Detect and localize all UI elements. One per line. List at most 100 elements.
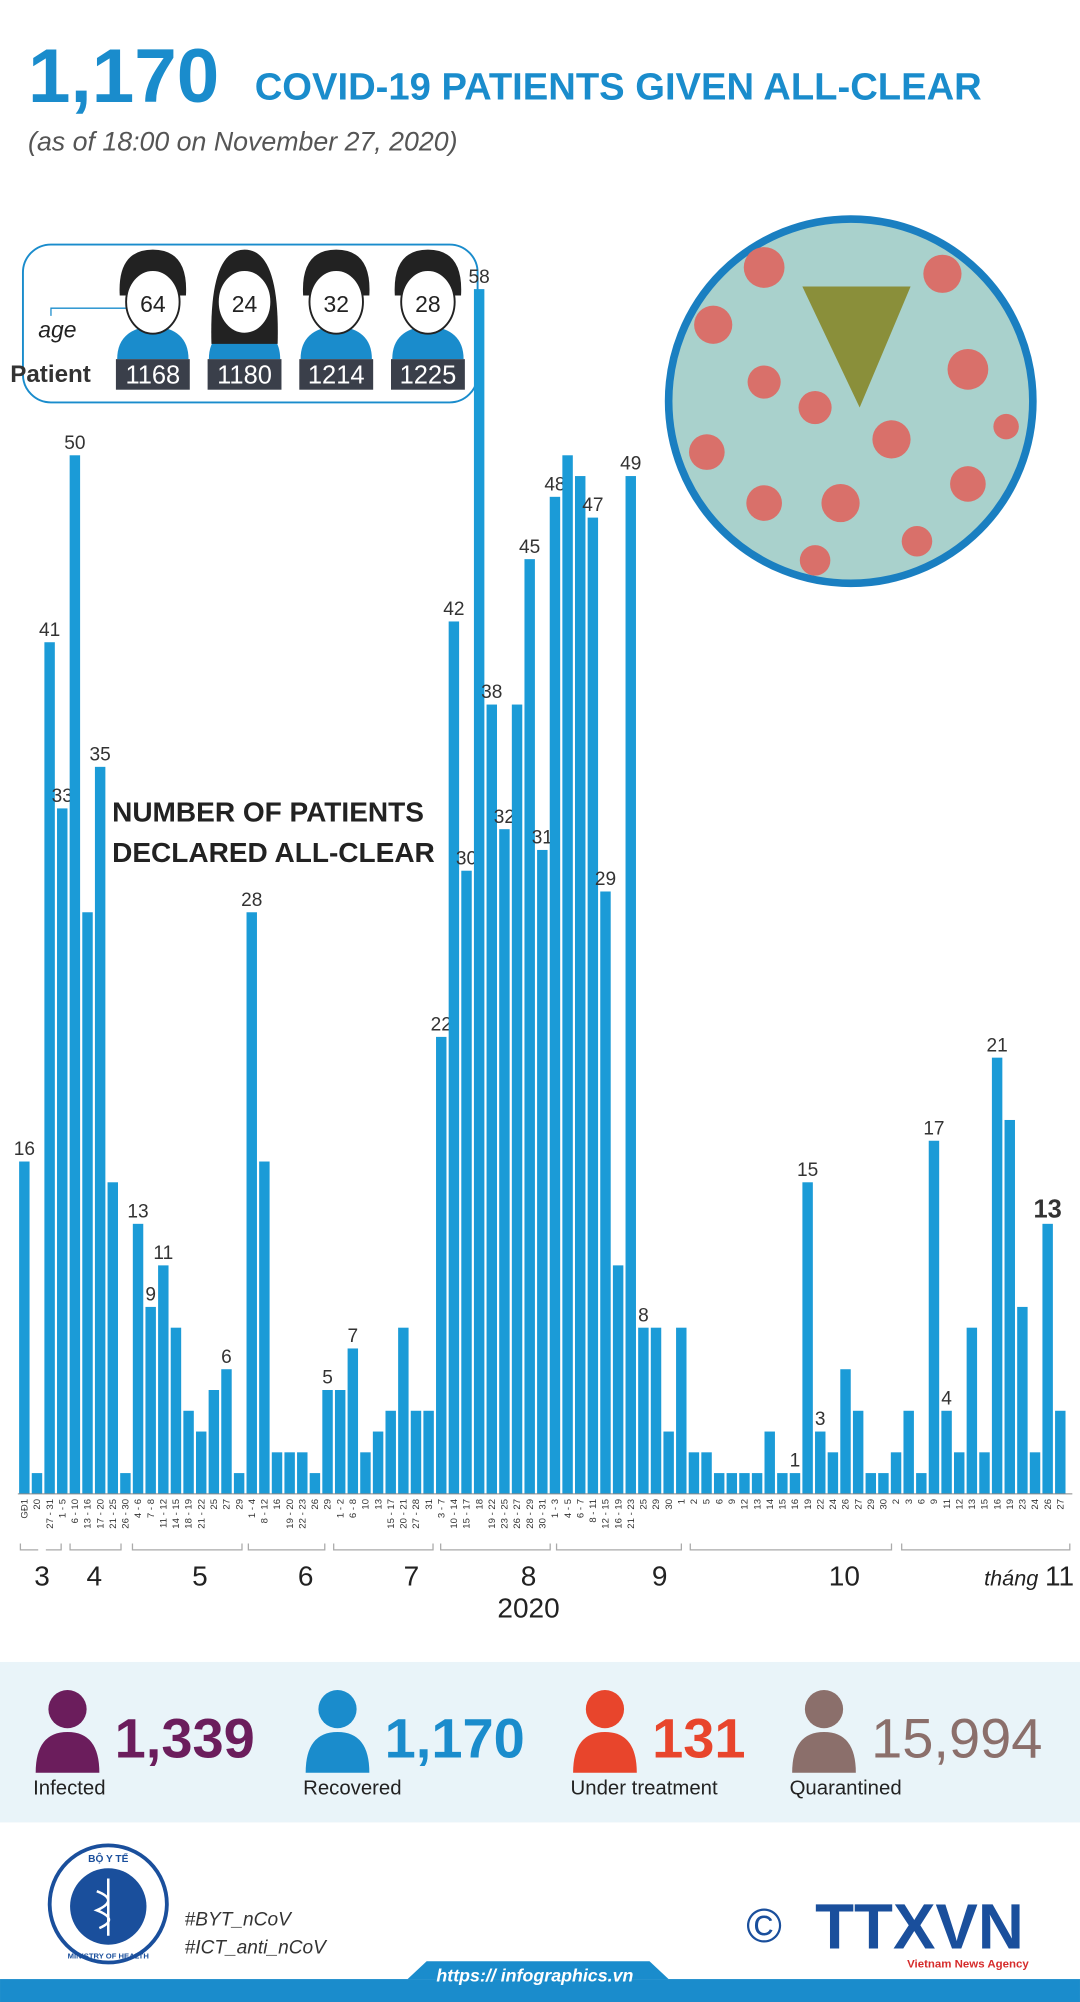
bar bbox=[916, 1473, 927, 1494]
value-label: 17 bbox=[923, 1118, 944, 1139]
value-label: 6 bbox=[221, 1347, 232, 1368]
value-label: 31 bbox=[532, 828, 553, 849]
value-label: 9 bbox=[145, 1285, 156, 1306]
x-tick-label: 11 - 12 bbox=[158, 1499, 169, 1528]
x-tick-label: 13 bbox=[967, 1499, 978, 1510]
stat-label: Recovered bbox=[303, 1777, 401, 1799]
x-tick-label: 27 bbox=[222, 1499, 233, 1510]
patient-face bbox=[125, 269, 181, 335]
headline-number: 1,170 bbox=[28, 34, 219, 119]
bar bbox=[991, 1057, 1003, 1494]
patient-id-bg bbox=[299, 359, 374, 390]
bar bbox=[802, 1182, 813, 1494]
value-label: 13 bbox=[127, 1201, 148, 1222]
virus bbox=[664, 215, 1037, 588]
stat-icon-body bbox=[573, 1732, 637, 1773]
bar bbox=[878, 1473, 889, 1494]
bar bbox=[309, 1473, 321, 1494]
x-tick-label: 20 - 21 bbox=[399, 1499, 410, 1529]
value-label: 42 bbox=[443, 599, 464, 620]
bar bbox=[827, 1452, 839, 1494]
bar bbox=[903, 1410, 914, 1494]
value-label: 30 bbox=[456, 848, 477, 869]
x-tick-label: 7 - 8 bbox=[146, 1499, 157, 1518]
bar bbox=[600, 891, 611, 1494]
stat-icon-body bbox=[305, 1732, 370, 1773]
patient-id: 1214 bbox=[308, 361, 365, 389]
value-label: 3 bbox=[815, 1409, 826, 1430]
patient-age: 28 bbox=[415, 291, 440, 317]
value-label: 41 bbox=[39, 620, 60, 641]
x-tick-label: 21 - 25 bbox=[108, 1499, 119, 1529]
bar bbox=[751, 1473, 763, 1494]
x-tick-label: 30 bbox=[879, 1499, 890, 1510]
value-label: 58 bbox=[469, 267, 490, 288]
bar bbox=[713, 1473, 725, 1494]
stat-label: Infected bbox=[33, 1777, 105, 1799]
stat-icon-head bbox=[318, 1689, 357, 1729]
value-label: 15 bbox=[797, 1160, 818, 1181]
x-tick-label: 6 - 10 bbox=[70, 1499, 81, 1523]
x-tick-label: 27 - 28 bbox=[411, 1499, 422, 1529]
x-tick-label: 26 - 27 bbox=[512, 1499, 523, 1529]
month-prefix: tháng bbox=[984, 1566, 1038, 1591]
bar bbox=[840, 1369, 851, 1494]
x-tick-label: 27 bbox=[1055, 1499, 1066, 1510]
bar bbox=[271, 1452, 283, 1494]
value-label: 47 bbox=[582, 495, 603, 516]
patient-id: 1225 bbox=[400, 361, 457, 389]
agency-sub: Vietnam News Agency bbox=[907, 1959, 1029, 1971]
bar bbox=[789, 1473, 801, 1494]
stat-label: Quarantined bbox=[790, 1777, 902, 1799]
patient-age: 64 bbox=[140, 291, 166, 317]
bar bbox=[436, 1036, 447, 1494]
x-tick-label: 15 bbox=[778, 1499, 789, 1510]
bar bbox=[246, 912, 257, 1494]
x-tick-label: 23 bbox=[1018, 1499, 1029, 1510]
x-tick-label: 23 - 25 bbox=[500, 1499, 511, 1529]
bar bbox=[890, 1452, 902, 1494]
stat-icon-head bbox=[585, 1689, 625, 1729]
x-tick-label: 29 bbox=[651, 1499, 662, 1510]
patient-body bbox=[392, 326, 464, 360]
year-label: 2020 bbox=[497, 1592, 559, 1623]
x-tick-label: 15 bbox=[980, 1499, 991, 1510]
bar bbox=[1029, 1452, 1041, 1494]
bar bbox=[44, 642, 55, 1494]
month-label: 4 bbox=[86, 1561, 102, 1592]
x-tick-label: 25 bbox=[639, 1499, 650, 1510]
value-label: 38 bbox=[481, 682, 502, 703]
stat-icon-body bbox=[792, 1732, 856, 1773]
x-tick-label: 8 - 11 bbox=[588, 1499, 599, 1523]
value-label: 21 bbox=[986, 1035, 1007, 1056]
bar bbox=[158, 1265, 169, 1494]
bar bbox=[259, 1161, 270, 1494]
bar bbox=[701, 1452, 712, 1494]
month-label: 5 bbox=[192, 1561, 208, 1592]
bar bbox=[132, 1223, 144, 1494]
x-tick-label: 21 - 22 bbox=[196, 1499, 207, 1529]
bar bbox=[574, 476, 586, 1494]
bar bbox=[979, 1452, 990, 1494]
bar bbox=[31, 1473, 43, 1494]
bar bbox=[1004, 1119, 1015, 1494]
bar bbox=[82, 912, 93, 1494]
x-tick-label: 4 - 5 bbox=[563, 1499, 574, 1518]
value-label: 48 bbox=[544, 474, 565, 495]
bar bbox=[688, 1452, 700, 1494]
x-tick-label: 10 bbox=[361, 1499, 372, 1510]
value-label: 4 bbox=[941, 1388, 952, 1409]
bar bbox=[195, 1431, 207, 1494]
x-tick-label: 12 - 15 bbox=[601, 1499, 612, 1529]
chart-title-box: NUMBER OF PATIENTS DECLARED ALL-CLEAR bbox=[112, 796, 435, 869]
bar bbox=[473, 289, 485, 1494]
x-tick-label: 16 bbox=[790, 1499, 801, 1510]
bar bbox=[94, 766, 106, 1494]
patient-body bbox=[117, 326, 189, 360]
bar bbox=[676, 1327, 687, 1494]
x-tick-label: 24 bbox=[828, 1498, 839, 1509]
x-tick-label: 1 - 5 bbox=[57, 1499, 68, 1518]
